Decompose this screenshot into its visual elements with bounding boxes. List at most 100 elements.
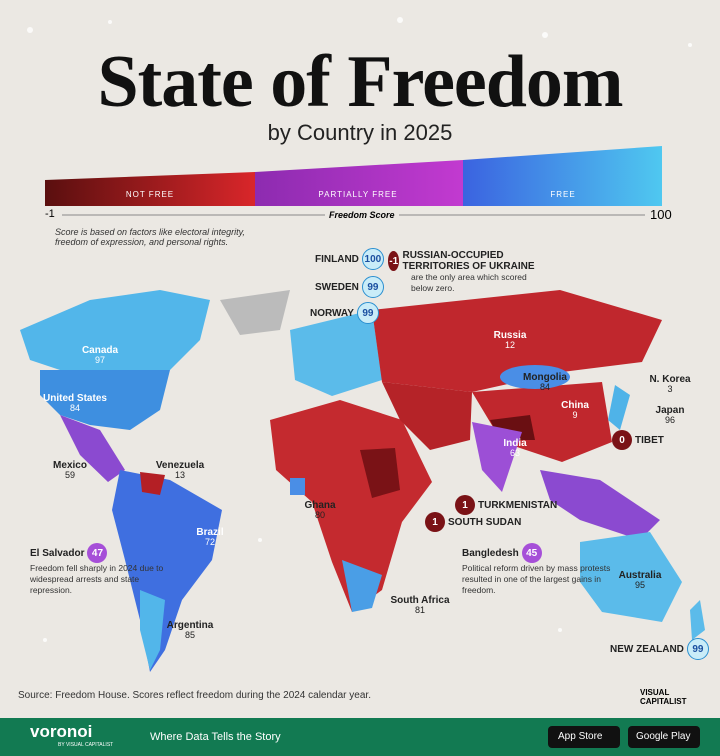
- callout-row: NORWAY 99: [310, 302, 470, 324]
- callout: NEW ZEALAND 99: [610, 638, 720, 660]
- callout: -1 RUSSIAN-OCCUPIED TERRITORIES OF UKRAIN…: [388, 250, 538, 294]
- app-store[interactable]: App Store: [558, 731, 603, 742]
- country-score: 81: [414, 605, 425, 615]
- country-score: 84: [539, 382, 550, 392]
- callout-row: FINLAND 100: [315, 248, 475, 270]
- map-label: Mexico 59: [30, 460, 110, 481]
- legend-segment: NOT FREE: [125, 190, 175, 199]
- country-name: Mexico: [53, 460, 87, 471]
- title: State of Freedom: [97, 41, 623, 123]
- callout-name: TURKMENISTAN: [478, 499, 558, 511]
- callout-name: FINLAND: [315, 253, 359, 265]
- legend-max: 100: [650, 207, 672, 222]
- callout: 1 SOUTH SUDAN: [425, 512, 585, 532]
- callout-row: 1 SOUTH SUDAN: [425, 512, 585, 532]
- legend-segment: PARTIALLY FREE: [318, 190, 398, 199]
- callout: 0 TIBET: [612, 430, 720, 450]
- callout-row: SWEDEN 99: [315, 276, 475, 298]
- google-play[interactable]: Google Play: [636, 731, 691, 742]
- callout-row: NEW ZEALAND 99: [610, 638, 720, 660]
- legend-axis-label: Freedom Score: [325, 210, 399, 220]
- country-name: South Africa: [390, 595, 450, 606]
- callout-note: Freedom fell sharply in 2024 due to wide…: [30, 563, 164, 596]
- logo: VISUAL CAPITALIST: [640, 688, 687, 706]
- country-score: 95: [634, 580, 645, 590]
- score-badge: -1: [388, 251, 400, 271]
- country-score: 12: [504, 340, 515, 350]
- brand-sub: BY VISUAL CAPITALIST: [58, 742, 114, 748]
- score-badge: 100: [361, 248, 384, 270]
- tagline: Where Data Tells the Story: [150, 731, 281, 743]
- callout-name: NEW ZEALAND: [610, 643, 684, 655]
- country-score: 13: [174, 470, 185, 480]
- callout-row: 0 TIBET: [612, 430, 720, 450]
- legend-min: -1: [45, 208, 55, 220]
- callout-row: 1 TURKMENISTAN: [455, 495, 615, 515]
- score-badge: 99: [356, 302, 379, 324]
- country-name: Russia: [493, 330, 527, 341]
- country-name: N. Korea: [649, 374, 691, 385]
- callout-row: -1 RUSSIAN-OCCUPIED TERRITORIES OF UKRAIN…: [388, 250, 538, 272]
- country-name: Canada: [81, 345, 119, 356]
- score-badge: 1: [455, 495, 475, 515]
- score-badge: 45: [521, 543, 542, 563]
- country-score: 84: [69, 403, 80, 413]
- country-name: Australia: [618, 570, 662, 581]
- map-label: South Africa 81: [380, 595, 460, 616]
- subtitle: by Country in 2025: [267, 120, 453, 145]
- map-label: Venezuela 13: [140, 460, 220, 481]
- map-label: Australia 95: [600, 570, 680, 591]
- callout: El Salvador 47 Freedom fell sharply in 202…: [30, 543, 180, 596]
- callout-name: NORWAY: [310, 307, 354, 319]
- score-badge: 47: [87, 543, 108, 563]
- score-badge: 0: [612, 430, 632, 450]
- callout: 1 TURKMENISTAN: [455, 495, 615, 515]
- callout-row: El Salvador 47: [30, 543, 180, 563]
- callout-note: are the only area which scored below zer…: [411, 272, 527, 294]
- map-label: India 63: [475, 438, 555, 459]
- country-name: China: [561, 400, 589, 411]
- country-score: 3: [667, 384, 673, 394]
- country-name: Mongolia: [523, 372, 567, 383]
- callout: FINLAND 100: [315, 248, 475, 270]
- callout: Bangledesh 45 Political reform driven by m…: [462, 543, 612, 596]
- country-score: 59: [64, 470, 75, 480]
- map-label: Ghana 80: [280, 500, 360, 521]
- country-name: Japan: [655, 405, 685, 416]
- brand-name: voronoi: [30, 722, 93, 741]
- map-label: Japan 96: [630, 405, 710, 426]
- country-score: 85: [184, 630, 195, 640]
- callout-name: RUSSIAN-OCCUPIED TERRITORIES OF UKRAINE: [402, 250, 535, 272]
- map-label: United States 84: [35, 393, 115, 414]
- country-name: United States: [43, 393, 107, 404]
- callout-name: SWEDEN: [315, 281, 359, 293]
- country-score: 9: [572, 410, 578, 420]
- country-score: 72: [204, 537, 215, 547]
- map-label: Russia 12: [470, 330, 550, 351]
- callout-name: SOUTH SUDAN: [448, 516, 522, 528]
- legend-segment: FREE: [550, 190, 576, 199]
- source: Source: Freedom House. Scores reflect fr…: [18, 690, 371, 701]
- callout: NORWAY 99: [310, 302, 470, 324]
- callout-row: Bangledesh 45: [462, 543, 612, 563]
- score-badge: 1: [425, 512, 445, 532]
- score-badge: 99: [361, 276, 384, 298]
- legend-note: Score is based on factors like electoral…: [55, 227, 245, 247]
- country-name: India: [503, 438, 527, 449]
- map-label: Brazil 72: [170, 527, 250, 548]
- country-name: Ghana: [304, 500, 336, 511]
- callout-name: El Salvador: [30, 547, 85, 559]
- map-label: Argentina 85: [150, 620, 230, 641]
- callout-name: Bangledesh: [462, 547, 519, 559]
- callout-note: Political reform driven by mass protests…: [462, 563, 611, 596]
- country-name: Brazil: [196, 527, 224, 538]
- country-score: 96: [664, 415, 675, 425]
- score-badge: 99: [686, 638, 709, 660]
- map-label: Mongolia 84: [505, 372, 585, 393]
- country-name: Venezuela: [155, 460, 205, 471]
- country-score: 63: [509, 448, 520, 458]
- callout: SWEDEN 99: [315, 276, 475, 298]
- country-score: 80: [314, 510, 325, 520]
